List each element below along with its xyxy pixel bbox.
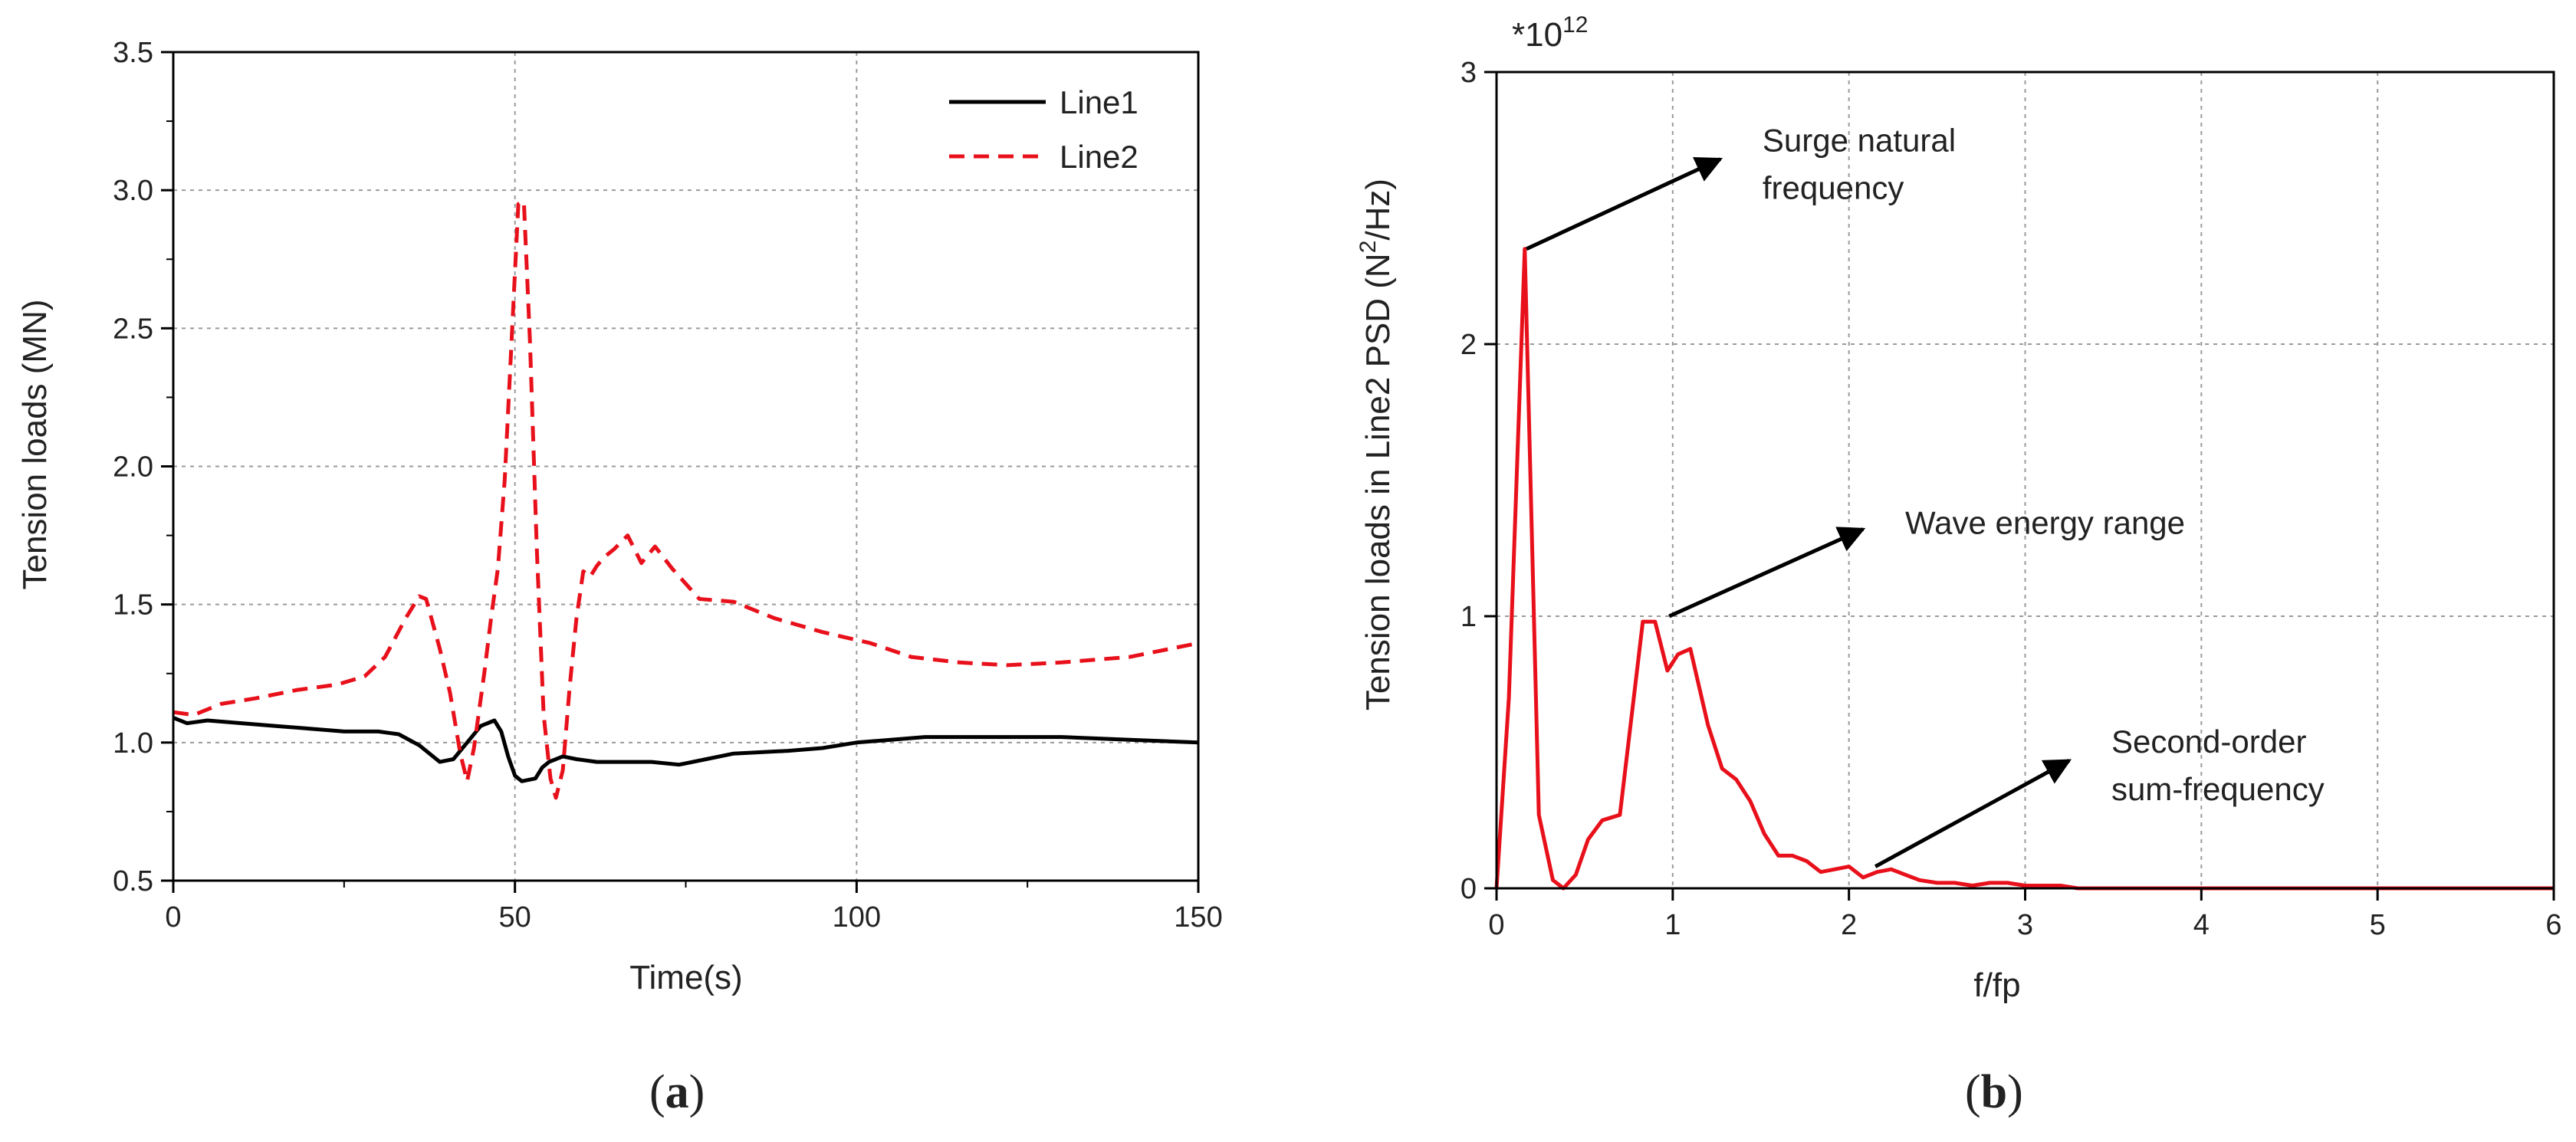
a-y-tick-label: 2.0	[113, 451, 153, 484]
a-x-tick-label: 0	[165, 901, 181, 934]
legend-line1-label: Line1	[1060, 84, 1138, 120]
chart-b-y-axis-label: Tension loads in Line2 PSD (N2/Hz)	[1355, 179, 1397, 710]
b-x-tick-label: 4	[2193, 909, 2210, 941]
chart-b-y-multiplier-base: *10	[1512, 16, 1562, 54]
a-y-tick-label: 1.5	[113, 589, 153, 622]
chart-b-y-axis-label-end: /Hz)	[1359, 179, 1397, 241]
chart-b-panel-letter: b	[1981, 1066, 2007, 1118]
a-y-tick-label: 2.5	[113, 313, 153, 345]
b-y-tick-label: 0	[1460, 873, 1477, 905]
chart-a-panel-label: (a)	[649, 1066, 705, 1118]
annotation-text-2: Second-order	[2111, 724, 2306, 760]
chart-b-y-axis-label-main: Tension loads in Line2 PSD (N	[1359, 253, 1397, 710]
chart-a-legend: Line1 Line2	[949, 84, 1138, 175]
b-x-tick-label: 5	[2370, 909, 2386, 941]
chart-a-panel-letter: a	[665, 1066, 689, 1118]
a-y-tick-label: 3.5	[113, 37, 153, 69]
chart-a-y-axis-label: Tension loads (MN)	[16, 299, 54, 589]
a-y-tick-label: 1.0	[113, 727, 153, 760]
b-x-tick-label: 6	[2545, 909, 2561, 941]
annotation-text-0: frequency	[1763, 170, 1904, 206]
chart-a-grid	[173, 52, 1198, 881]
b-x-tick-label: 3	[2017, 909, 2033, 941]
chart-b-tick-labels: 0 1 2 3 4 5 6 0 1 2 3	[1460, 57, 2562, 941]
b-x-tick-label: 0	[1488, 909, 1504, 941]
a-y-tick-label: 3.0	[113, 175, 153, 207]
chart-b-grid	[1497, 72, 2554, 888]
a-x-tick-label: 100	[833, 901, 881, 934]
chart-b-y-multiplier: *1012	[1512, 12, 1588, 54]
chart-b-panel-label: (b)	[1965, 1066, 2023, 1118]
a-y-tick-label: 0.5	[113, 865, 153, 898]
chart-b-y-multiplier-exponent: 12	[1562, 12, 1588, 38]
annotation-text-1: Wave energy range	[1905, 504, 2185, 540]
chart-a-x-axis-label: Time(s)	[629, 959, 742, 996]
chart-b-annotations: Surge natural frequency Wave energy range S…	[1526, 123, 2325, 868]
b-y-tick-label: 1	[1460, 601, 1477, 633]
annotation-text-2: sum-frequency	[2111, 771, 2325, 807]
chart-a-tick-labels: 0 50 100 150 0.5 1.0 1.5 2.0 2.5 3.0 3.5	[113, 37, 1223, 934]
annotation-arrow-1	[1668, 527, 1866, 619]
chart-a-ticks	[161, 51, 1200, 893]
b-y-tick-label: 3	[1460, 57, 1477, 89]
annotation-arrow-0	[1526, 156, 1723, 251]
annotation-text-0: Surge natural	[1763, 123, 1956, 159]
b-y-tick-label: 2	[1460, 329, 1477, 361]
chart-b-ticks	[1484, 71, 2555, 901]
chart-a: 0 50 100 150 0.5 1.0 1.5 2.0 2.5 3.0 3.5 Line1 Lin…	[16, 37, 1223, 1118]
chart-a-series	[172, 199, 1199, 800]
chart-b-x-axis-label: f/fp	[1973, 966, 2020, 1004]
chart-b-series	[1494, 247, 2554, 891]
a-x-tick-label: 50	[499, 901, 531, 934]
annotation-arrow-2	[1874, 758, 2072, 868]
chart-b-y-axis-label-sup: 2	[1355, 241, 1381, 254]
legend-line2-label: Line2	[1060, 139, 1138, 175]
a-series-0-line	[172, 716, 1199, 783]
b-series-0-line	[1494, 247, 2554, 891]
b-x-tick-label: 2	[1841, 909, 1857, 941]
b-x-tick-label: 1	[1664, 909, 1681, 941]
a-x-tick-label: 150	[1174, 901, 1222, 934]
a-series-1-line	[172, 199, 1199, 800]
